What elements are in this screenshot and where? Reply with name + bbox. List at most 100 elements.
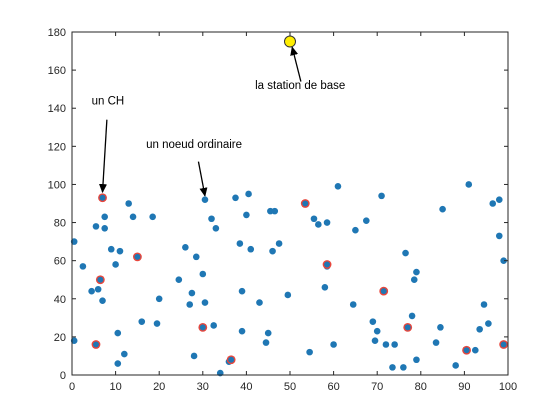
node-point: [94, 285, 102, 293]
node-point: [410, 276, 418, 284]
ch-point-core: [99, 194, 106, 201]
node-point: [114, 360, 122, 367]
node-point: [243, 211, 250, 219]
ch-point-core: [199, 324, 206, 331]
plot-area: [72, 32, 508, 375]
annotation-arrow: [99, 119, 108, 194]
y-tick-label: 0: [60, 370, 66, 382]
node-point: [188, 289, 196, 297]
annotation-arrow: [197, 161, 208, 197]
node-point: [373, 327, 381, 335]
node-point: [315, 221, 322, 228]
x-tick-label: 10: [109, 381, 121, 393]
node-point: [472, 346, 479, 354]
node-point: [432, 339, 440, 346]
ch-point-core: [97, 276, 104, 283]
node-point: [378, 192, 385, 200]
data-points: [70, 35, 509, 377]
node-point: [112, 261, 119, 268]
node-point: [400, 364, 407, 371]
node-point: [116, 247, 124, 255]
x-tick-label: 60: [327, 381, 339, 393]
node-point: [437, 324, 444, 331]
node-point: [413, 268, 420, 276]
base-station-point: [284, 35, 296, 48]
y-tick-label: 80: [54, 218, 66, 230]
node-point: [349, 301, 357, 308]
node-point: [480, 301, 488, 308]
ch-point-core: [380, 288, 387, 295]
node-point: [330, 341, 337, 348]
node-point: [245, 190, 252, 198]
node-point: [262, 339, 270, 346]
annotation-arrow: [290, 46, 302, 82]
node-point: [439, 205, 446, 213]
ch-point-core: [500, 341, 507, 348]
node-point: [452, 362, 459, 369]
node-point: [334, 183, 342, 190]
node-point: [92, 223, 100, 230]
node-point: [495, 232, 503, 240]
ch-point-core: [228, 356, 235, 363]
node-point: [247, 245, 255, 253]
node-point: [190, 352, 198, 360]
ch-point-core: [463, 347, 470, 354]
node-point: [352, 226, 359, 234]
node-point: [306, 348, 313, 356]
x-tick-label: 100: [499, 381, 517, 393]
ch-point-core: [404, 324, 411, 331]
x-tick-label: 40: [240, 381, 252, 393]
node-point: [212, 224, 220, 232]
ch-point-core: [324, 261, 331, 268]
node-point: [402, 249, 409, 257]
annotations: un CH un noeud ordinaire la station de bas…: [92, 46, 345, 197]
y-tick-label: 140: [48, 103, 66, 115]
node-point: [264, 329, 272, 337]
node-point: [389, 364, 396, 371]
node-point: [101, 213, 108, 221]
node-point: [275, 240, 283, 247]
node-point: [129, 213, 137, 221]
node-point: [369, 318, 377, 325]
node-point: [363, 217, 370, 224]
node-point: [149, 213, 156, 221]
node-point: [70, 337, 78, 345]
annotation-label: la station de base: [255, 80, 345, 92]
node-point: [238, 287, 246, 295]
node-point: [208, 215, 215, 223]
node-point: [269, 247, 276, 255]
x-tick-label: 90: [458, 381, 470, 393]
node-point: [88, 287, 95, 295]
node-point: [238, 327, 246, 335]
x-tick-label: 70: [371, 381, 383, 393]
x-tick-label: 20: [153, 381, 165, 393]
node-point: [201, 299, 209, 306]
node-point: [371, 337, 379, 345]
y-tick-label: 180: [48, 27, 66, 39]
node-point: [310, 215, 318, 223]
node-point: [138, 318, 146, 325]
annotation-label: un CH: [92, 95, 125, 107]
node-point: [175, 276, 183, 284]
ch-point-core: [92, 341, 99, 348]
node-point: [192, 253, 200, 261]
node-point: [500, 257, 507, 264]
node-point: [232, 194, 239, 202]
node-point: [284, 291, 292, 299]
node-point: [99, 297, 106, 304]
annotation-label: un noeud ordinaire: [146, 139, 242, 151]
x-tick-label: 50: [284, 381, 296, 393]
ch-point-core: [134, 253, 141, 260]
node-point: [256, 299, 263, 306]
node-point: [186, 301, 194, 308]
y-tick-label: 60: [54, 256, 66, 268]
y-tick-label: 160: [48, 65, 66, 77]
node-point: [489, 200, 497, 207]
node-point: [125, 200, 132, 207]
node-point: [182, 244, 189, 251]
y-tick-label: 20: [54, 332, 66, 344]
node-point: [271, 207, 279, 215]
axes: 0 10 20 30 40 50 60 70 80 90 100 0 20 40 60 80 100 120 140…: [48, 27, 518, 393]
node-point: [70, 238, 78, 245]
